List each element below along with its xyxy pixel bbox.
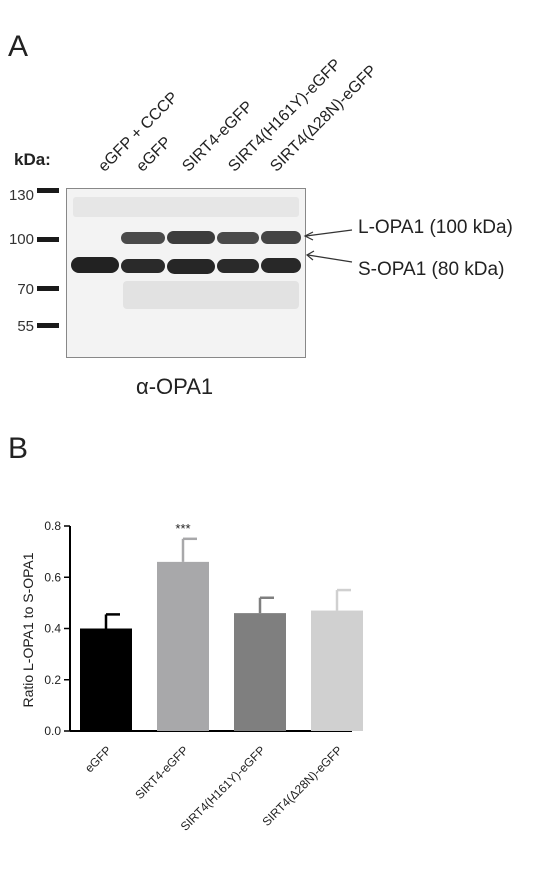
band-s-opa1-lane-5 <box>261 258 301 273</box>
arrow-s-opa1 <box>307 254 353 263</box>
y-axis-label: Ratio L-OPA1 to S-OPA1 <box>20 552 36 707</box>
y-tick-label-3: 0.6 <box>44 570 61 584</box>
bars-group: *** <box>80 521 363 731</box>
x-tick-label-1: SIRT4-eGFP <box>132 743 191 802</box>
marker-100: 100 <box>8 231 34 248</box>
band-s-opa1-lane-1 <box>71 257 119 273</box>
band-s-opa1-lane-2 <box>121 259 165 273</box>
arrow-l-opa1 <box>305 229 353 237</box>
x-tick-label-3: SIRT4(Δ28N)-eGFP <box>259 743 345 829</box>
kda-title: kDa: <box>14 150 51 169</box>
panel-b-letter: B <box>8 432 29 465</box>
label-s-opa1: S-OPA1 (80 kDa) <box>358 259 505 280</box>
arrowhead-s-opa1 <box>305 250 315 261</box>
panel-a-letter: A <box>8 30 29 63</box>
bar-2 <box>234 613 286 731</box>
band-l-opa1-lane-3 <box>167 231 215 244</box>
bar-chart: Ratio L-OPA1 to S-OPA1 0.0 0.2 0.4 0.6 0.8 *… <box>20 519 363 834</box>
blot-top-noise <box>73 197 299 217</box>
y-tick-label-4: 0.8 <box>44 519 61 533</box>
x-tick-label-2: SIRT4(H161Y)-eGFP <box>178 743 268 833</box>
bar-1 <box>157 561 209 731</box>
marker-55-tick <box>37 323 59 328</box>
marker-70-tick <box>37 286 59 291</box>
label-l-opa1: L-OPA1 (100 kDa) <box>358 217 513 238</box>
western-blot-image <box>66 188 306 358</box>
y-tick-label-1: 0.2 <box>44 673 61 687</box>
marker-130-tick <box>37 188 59 193</box>
y-tick-label-0: 0.0 <box>44 724 61 738</box>
band-s-opa1-lane-4 <box>217 259 259 273</box>
significance-marker-1: *** <box>175 521 190 536</box>
x-tick-labels: eGFP SIRT4-eGFPSIRT4(H161Y)-eGFPSIRT4(Δ28… <box>82 743 345 833</box>
bar-0 <box>80 628 132 731</box>
antibody-label: α-OPA1 <box>136 374 214 399</box>
band-arrows <box>303 229 353 263</box>
marker-55: 55 <box>17 318 34 335</box>
band-s-opa1-lane-3 <box>167 259 215 274</box>
arrowhead-l-opa1 <box>303 231 314 241</box>
blot-smear <box>123 281 299 309</box>
x-tick-label-0: eGFP <box>82 743 114 775</box>
bar-3 <box>311 610 363 731</box>
band-l-opa1-lane-4 <box>217 232 259 244</box>
y-tick-label-2: 0.4 <box>44 622 61 636</box>
band-l-opa1-lane-2 <box>121 232 165 244</box>
marker-130: 130 <box>8 187 34 204</box>
band-l-opa1-lane-5 <box>261 231 301 244</box>
marker-70: 70 <box>17 281 34 298</box>
marker-100-tick <box>37 237 59 242</box>
